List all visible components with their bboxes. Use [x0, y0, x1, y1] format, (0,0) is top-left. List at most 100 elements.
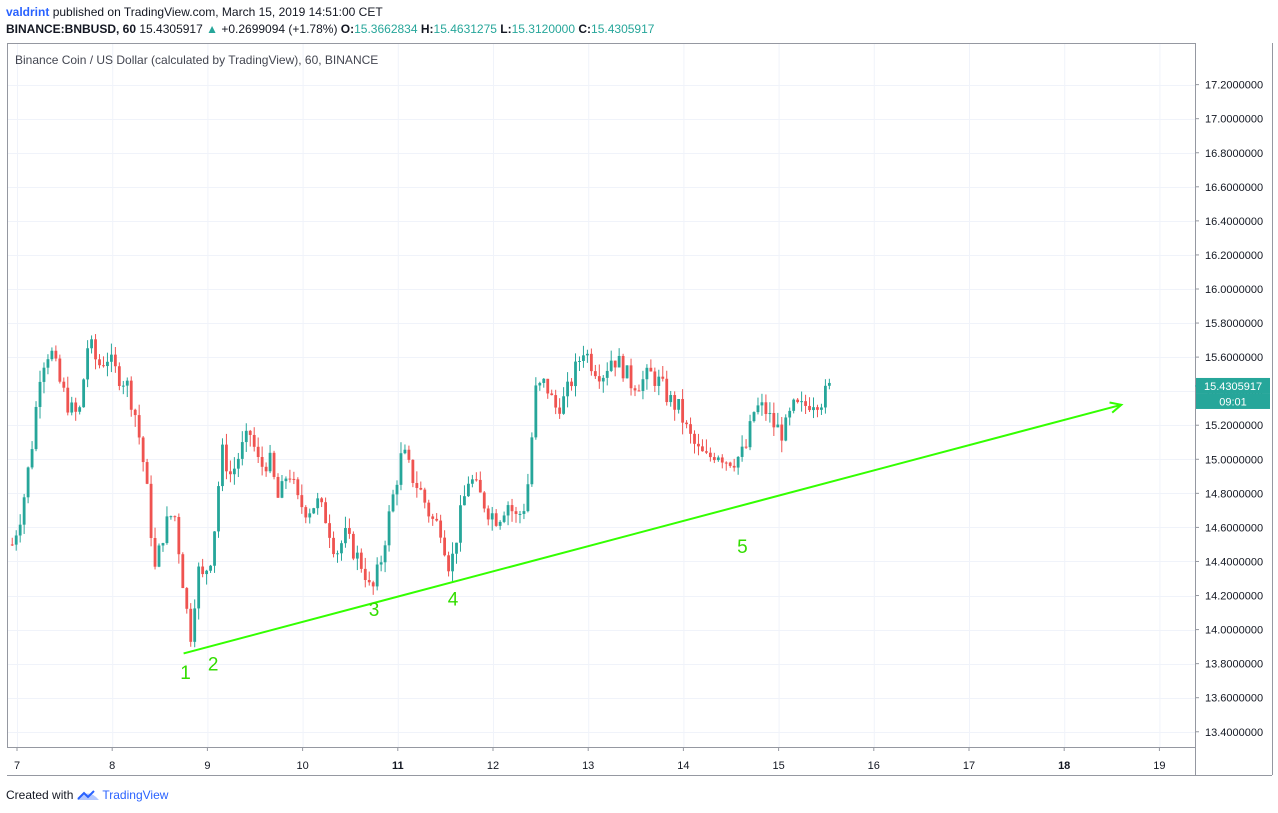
- candlestick: [816, 404, 819, 418]
- candle-body: [510, 505, 514, 512]
- low-value: 15.3120000: [511, 22, 576, 36]
- candle-body: [463, 496, 466, 506]
- y-tick-label: 13.8000000: [1205, 659, 1263, 671]
- candle-body: [800, 401, 804, 403]
- candle-body: [22, 497, 26, 525]
- candle-body: [102, 365, 105, 367]
- candle-body: [486, 508, 490, 520]
- candle-body: [153, 538, 157, 567]
- candle-body: [478, 479, 482, 493]
- candle-body: [570, 381, 573, 387]
- grid-lines: [7, 43, 1195, 747]
- candlestick: [629, 358, 633, 396]
- support-trendline: [183, 403, 1122, 655]
- candle-body: [728, 462, 732, 466]
- author-name[interactable]: valdrint: [6, 5, 50, 19]
- candle-body: [558, 407, 562, 414]
- candlestick: [42, 362, 46, 394]
- candle-body: [292, 478, 296, 480]
- tradingview-link[interactable]: TradingView: [77, 788, 168, 802]
- candle-body: [42, 367, 46, 382]
- candle-body: [332, 537, 335, 555]
- candlestick: [804, 394, 807, 415]
- candle-body: [459, 505, 462, 543]
- candlestick: [776, 412, 780, 428]
- candlestick: [149, 475, 153, 547]
- candlestick: [74, 397, 78, 421]
- candle-body: [209, 565, 212, 571]
- candle-body: [593, 371, 597, 377]
- x-tick-label: 13: [582, 760, 594, 772]
- candlestick: [403, 444, 407, 455]
- candlestick: [748, 414, 752, 451]
- candle-body: [609, 360, 613, 371]
- candlestick: [252, 427, 256, 452]
- candle-body: [764, 402, 768, 415]
- candlestick: [673, 391, 677, 421]
- candlestick: [784, 414, 788, 442]
- candle-body: [26, 467, 30, 498]
- y-tick-label: 13.6000000: [1205, 693, 1263, 705]
- candle-body: [10, 544, 14, 546]
- candle-body: [74, 402, 78, 412]
- candle-body: [439, 520, 443, 538]
- candlestick: [443, 530, 447, 557]
- candlestick: [66, 376, 70, 416]
- candle-body: [316, 498, 320, 509]
- x-tick-label: 7: [14, 760, 20, 772]
- candlestick: [744, 439, 748, 449]
- candlestick: [308, 508, 312, 524]
- candlestick: [316, 492, 320, 515]
- candlestick: [697, 433, 700, 456]
- y-tick-label: 16.6000000: [1205, 182, 1263, 194]
- candle-body: [415, 482, 419, 488]
- candle-body: [248, 430, 252, 435]
- candlestick: [768, 402, 772, 423]
- candle-body: [165, 516, 169, 544]
- candle-body: [589, 353, 593, 372]
- candlestick: [173, 515, 177, 522]
- candlestick: [589, 348, 593, 376]
- candlestick: [820, 403, 823, 415]
- candle-body: [110, 354, 113, 362]
- candlestick: [363, 557, 367, 588]
- candle-body: [768, 412, 772, 415]
- candle-body: [137, 415, 141, 438]
- candle-body: [157, 545, 161, 567]
- candle-body: [50, 350, 54, 360]
- candlestick: [788, 407, 792, 426]
- candle-body: [185, 588, 189, 609]
- created-with-label: Created with: [6, 788, 74, 802]
- candle-body: [411, 459, 415, 483]
- candle-body: [149, 483, 153, 539]
- candle-body: [701, 446, 704, 452]
- candle-body: [760, 402, 764, 406]
- change-value: +0.2699094 (+1.78%): [221, 22, 338, 36]
- x-tick-label: 8: [109, 760, 115, 772]
- candlestick: [54, 345, 58, 362]
- candlestick: [280, 474, 284, 499]
- candlestick: [209, 564, 212, 573]
- tradingview-logo-icon: [77, 790, 100, 800]
- candlestick: [550, 389, 554, 396]
- close-value: 15.4305917: [591, 22, 655, 36]
- candlestick: [554, 389, 558, 415]
- candle-body: [371, 582, 375, 587]
- plot-frame: [7, 43, 1196, 748]
- candle-body: [435, 518, 439, 521]
- tradingview-brand: TradingView: [102, 788, 169, 802]
- candle-body: [344, 528, 347, 544]
- candle-body: [407, 449, 411, 460]
- candlestick: [213, 531, 216, 573]
- candlestick: [661, 366, 665, 382]
- candle-body: [586, 353, 589, 356]
- candle-body: [300, 495, 304, 508]
- candle-body: [336, 553, 339, 555]
- candle-body: [320, 498, 324, 503]
- candle-body: [141, 437, 145, 463]
- candle-body: [129, 380, 133, 410]
- candle-body: [351, 533, 355, 559]
- candlestick: [264, 462, 268, 477]
- candlestick: [728, 461, 732, 468]
